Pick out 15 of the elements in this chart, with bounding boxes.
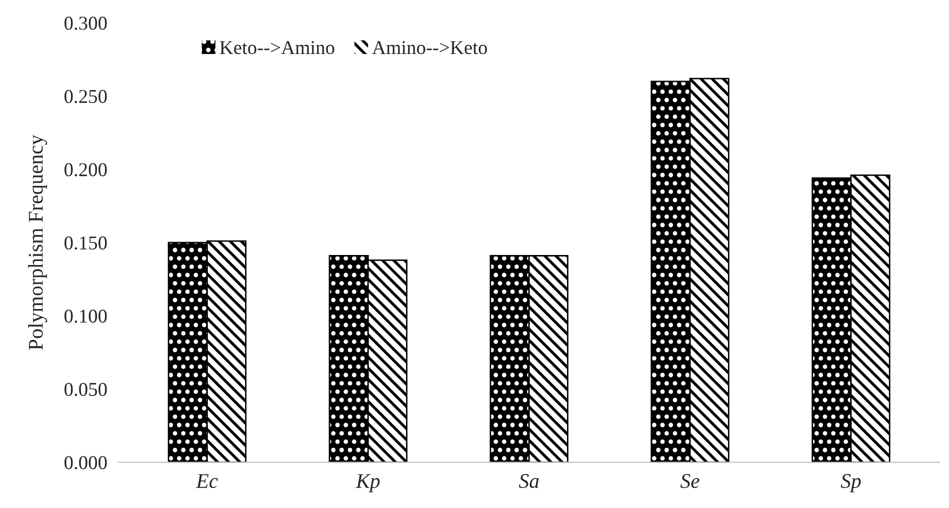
x-tick-label: Se [680, 474, 700, 488]
y-tick-label: 0.050 [64, 382, 107, 396]
y-axis-title: Polymorphism Frequency [28, 134, 48, 350]
x-tick-label: Ec [196, 474, 218, 488]
legend-label: Amino-->Keto [372, 41, 487, 54]
y-tick-label: 0.100 [64, 310, 107, 323]
y-tick-label: 0.300 [64, 16, 107, 30]
y-tick-label: 0.000 [64, 456, 107, 470]
y-tick-label: 0.150 [64, 236, 107, 250]
x-tick-label: Sa [518, 474, 539, 488]
x-tick-label: Kp [356, 474, 380, 492]
legend-label: Keto-->Amino [220, 41, 334, 54]
x-tick-label: Sp [840, 474, 861, 492]
y-tick-label: 0.250 [64, 90, 107, 104]
y-tick-label: 0.200 [64, 163, 107, 176]
